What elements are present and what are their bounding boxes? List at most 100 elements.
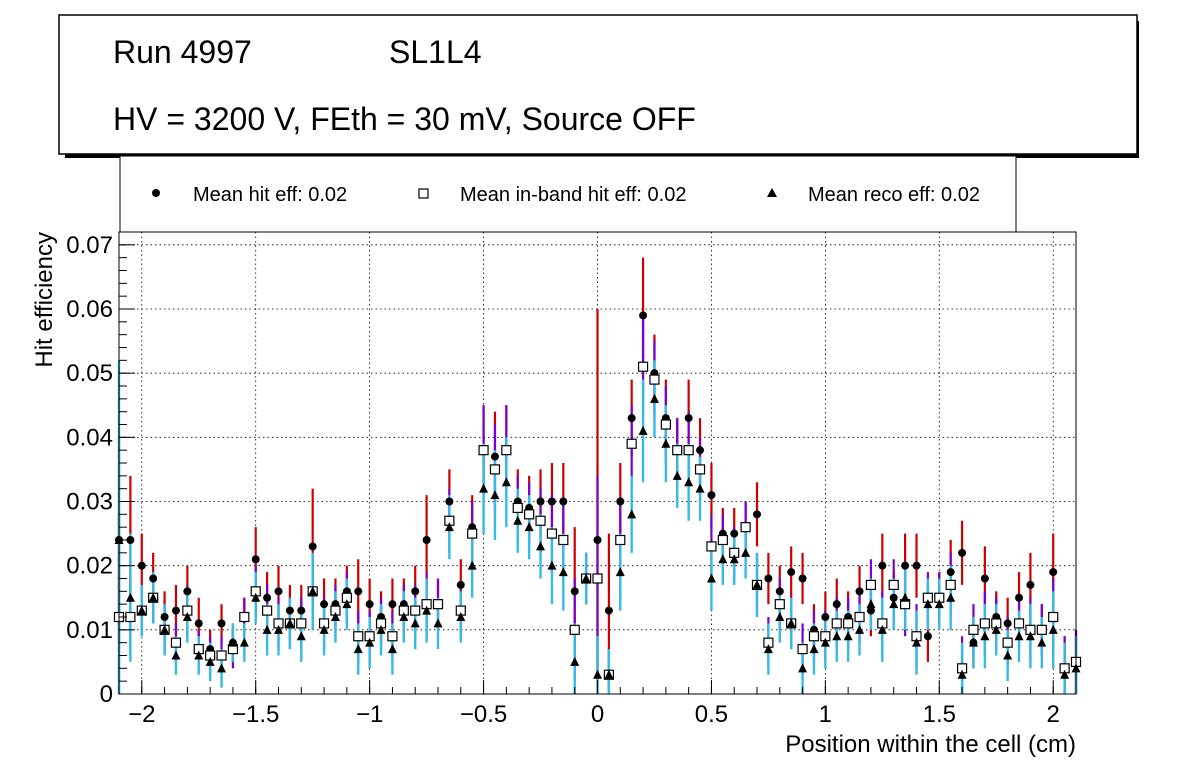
x-tick-label: 1 xyxy=(819,701,832,728)
data-point-hit xyxy=(365,600,374,609)
data-point-hit xyxy=(285,606,294,615)
x-tick-label: −2 xyxy=(128,701,155,728)
data-point-hit xyxy=(536,497,545,506)
legend-reco-label: Mean reco eff: 0.02 xyxy=(808,184,980,206)
x-tick-label: 1.5 xyxy=(923,701,956,728)
data-point-reco xyxy=(809,644,819,654)
data-point-reco xyxy=(684,477,694,487)
data-point-reco xyxy=(798,663,808,673)
data-point-reco xyxy=(365,637,375,647)
data-point-hit xyxy=(912,561,921,570)
data-point-hit xyxy=(901,561,910,570)
data-point-inband xyxy=(774,599,785,610)
data-point-reco xyxy=(330,612,340,621)
data-point-reco xyxy=(832,631,842,641)
data-point-hit xyxy=(753,510,761,519)
data-point-reco xyxy=(160,624,170,634)
data-point-hit xyxy=(593,536,602,544)
data-point-hit xyxy=(627,414,636,423)
data-point-reco xyxy=(627,509,637,519)
data-point-hit xyxy=(320,600,329,609)
data-point-inband xyxy=(706,541,717,552)
data-point-inband xyxy=(683,445,694,456)
data-point-inband xyxy=(797,643,808,655)
data-point-hit xyxy=(866,606,875,615)
data-point-inband xyxy=(672,445,683,456)
data-point-hit xyxy=(832,600,841,609)
data-point-reco xyxy=(205,656,215,666)
data-point-reco xyxy=(638,425,648,435)
data-point-hit xyxy=(775,587,784,596)
data-point-reco xyxy=(957,669,967,679)
data-point-reco xyxy=(672,470,682,480)
data-point-hit xyxy=(490,452,499,461)
data-point-inband xyxy=(478,445,489,456)
data-point-reco xyxy=(570,656,580,666)
data-point-reco xyxy=(148,592,158,602)
data-point-reco xyxy=(433,618,443,628)
data-point-reco xyxy=(182,612,192,621)
data-point-inband xyxy=(410,605,421,616)
data-point-hit xyxy=(696,446,705,455)
data-point-hit xyxy=(274,587,283,596)
data-point-reco xyxy=(410,618,420,628)
data-point-hit xyxy=(878,561,887,570)
data-point-reco xyxy=(456,612,466,621)
data-point-inband xyxy=(740,522,751,533)
data-point-hit xyxy=(445,497,454,506)
data-point-reco xyxy=(718,554,728,564)
data-point-inband xyxy=(694,464,706,475)
data-point-reco xyxy=(752,579,762,589)
data-point-reco xyxy=(866,599,876,609)
data-point-inband xyxy=(1036,624,1047,635)
data-point-hit xyxy=(604,606,613,615)
data-point-reco xyxy=(342,599,352,609)
data-point-hit xyxy=(798,574,807,583)
data-point-inband xyxy=(831,618,842,629)
data-point-hit xyxy=(889,593,898,602)
data-point-reco xyxy=(1060,669,1070,679)
data-point-inband xyxy=(512,502,523,514)
data-point-inband xyxy=(535,515,546,526)
data-point-inband xyxy=(592,573,603,584)
data-point-inband xyxy=(353,631,364,642)
data-point-reco xyxy=(649,393,659,403)
data-point-reco xyxy=(855,624,865,634)
data-point-hit xyxy=(297,606,306,615)
legend-inband-label: Mean in-band hit eff: 0.02 xyxy=(460,184,686,206)
data-point-inband xyxy=(216,650,227,661)
data-point-reco xyxy=(1025,631,1035,641)
data-point-hit xyxy=(137,561,146,570)
data-point-reco xyxy=(524,522,534,532)
data-point-inband xyxy=(501,445,512,456)
data-point-hit xyxy=(559,497,568,506)
x-tick-label: −1 xyxy=(356,701,383,728)
data-point-hit xyxy=(616,497,625,506)
data-point-hit xyxy=(639,311,648,320)
data-point-inband xyxy=(865,579,877,591)
data-point-reco xyxy=(467,560,477,570)
data-point-reco xyxy=(593,669,602,679)
y-tick-label: 0 xyxy=(100,681,113,708)
y-axis-label: Hit efficiency xyxy=(31,232,58,368)
data-point-hit xyxy=(707,491,716,500)
data-point-hit xyxy=(730,529,739,538)
data-point-reco xyxy=(547,560,557,570)
data-point-hit xyxy=(308,542,317,551)
data-point-inband xyxy=(569,624,580,635)
data-point-hit xyxy=(422,536,431,544)
conditions-label: HV = 3200 V, FEth = 30 mV, Source OFF xyxy=(113,101,696,137)
data-point-hit xyxy=(149,574,158,583)
data-point-reco xyxy=(912,637,921,647)
legend-reco-marker xyxy=(767,188,777,197)
data-point-reco xyxy=(490,490,500,500)
data-point-reco xyxy=(604,669,614,679)
y-tick-label: 0.02 xyxy=(66,553,113,580)
data-point-reco xyxy=(285,618,295,628)
data-point-reco xyxy=(991,624,1001,634)
y-tick-label: 0.07 xyxy=(66,232,113,259)
data-point-reco xyxy=(934,599,944,609)
data-point-inband xyxy=(262,605,273,616)
data-point-hit xyxy=(821,613,830,621)
data-point-reco xyxy=(1048,624,1058,634)
